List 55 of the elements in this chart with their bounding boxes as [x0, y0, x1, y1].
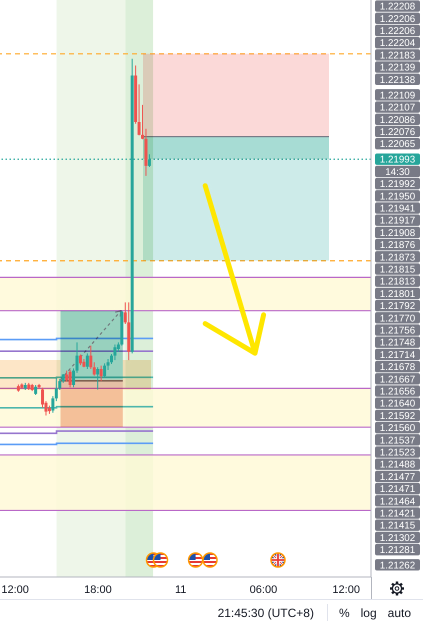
x-tick-label: 12:00 — [1, 584, 29, 596]
text: auto — [388, 606, 411, 620]
text: % — [338, 606, 350, 620]
text: 1.21656 — [380, 386, 416, 398]
text: 1.21421 — [380, 508, 416, 520]
text: 1.21678 — [380, 362, 416, 374]
text: 1.22086 — [380, 114, 416, 126]
text: 1.21537 — [380, 435, 416, 446]
text: 1.22076 — [380, 126, 416, 138]
text: 1.22138 — [380, 74, 416, 86]
text: 1.21992 — [380, 179, 416, 190]
text: 1.21792 — [380, 301, 416, 312]
text: 1.21908 — [380, 228, 416, 239]
text: 14:30 — [385, 166, 410, 178]
text: 1.21950 — [380, 191, 416, 202]
text: 1.22204 — [380, 38, 416, 50]
text: 1.21756 — [380, 326, 416, 337]
text: 1.21813 — [380, 276, 416, 288]
text: 21:45:30 (UTC+8) — [218, 606, 314, 620]
text: log — [360, 606, 377, 620]
text: 1.21815 — [380, 264, 416, 276]
text: 1.22139 — [380, 62, 416, 74]
text: 1.21941 — [380, 204, 416, 215]
text: 1.21667 — [380, 374, 416, 386]
text: 1.21873 — [380, 252, 416, 264]
y-tick-label: 1.22109 — [380, 90, 416, 102]
text: 1.21471 — [380, 484, 416, 496]
text: 1.21560 — [380, 423, 416, 434]
text: 1.22206 — [380, 26, 416, 37]
x-tick-label: 18:00 — [84, 584, 112, 596]
text: 1.21523 — [380, 448, 416, 459]
text: 1.21714 — [380, 350, 416, 361]
ref-line-label: 1.21993 — [380, 154, 416, 166]
text: 1.21748 — [380, 338, 416, 349]
text: 1.21477 — [380, 472, 416, 483]
text: 1.21488 — [380, 460, 416, 471]
text: 1.21917 — [380, 216, 416, 227]
y-tick-label: 1.21262 — [380, 560, 416, 572]
text: 1.22065 — [380, 139, 416, 150]
text: 1.21770 — [380, 313, 416, 324]
text: 1.22208 — [380, 2, 416, 13]
text: 1.21801 — [380, 288, 416, 300]
text: 1.21640 — [380, 398, 416, 410]
text: 1.21281 — [380, 545, 416, 556]
text: 1.22107 — [380, 102, 416, 114]
x-tick-label: 06:00 — [250, 584, 278, 596]
x-tick-label: 11 — [174, 584, 186, 596]
text: 1.21876 — [380, 240, 416, 252]
text: 1.22183 — [380, 50, 416, 62]
text: 1.21592 — [380, 410, 416, 422]
text: 1.21464 — [380, 496, 416, 508]
x-tick-label: 12:00 — [332, 584, 360, 596]
text: 1.21415 — [380, 520, 416, 532]
text: 1.21302 — [380, 532, 416, 544]
text: 1.22206 — [380, 14, 416, 25]
